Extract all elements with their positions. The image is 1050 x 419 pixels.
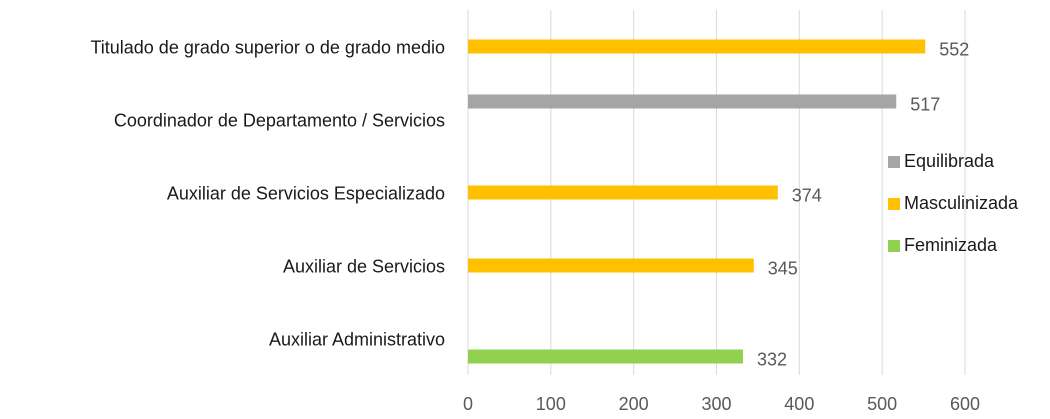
value-label: 552 bbox=[939, 39, 969, 59]
value-label: 345 bbox=[768, 258, 798, 278]
x-tick-label: 300 bbox=[701, 394, 731, 414]
bar bbox=[468, 185, 778, 200]
legend-swatch bbox=[888, 198, 900, 210]
bar bbox=[468, 39, 926, 54]
y-tick-label: Auxiliar Administrativo bbox=[269, 329, 445, 349]
legend-swatch bbox=[888, 240, 900, 252]
value-label: 374 bbox=[792, 185, 822, 205]
x-tick-label: 0 bbox=[463, 394, 473, 414]
bar bbox=[468, 349, 744, 364]
legend-label: Feminizada bbox=[904, 235, 998, 255]
x-tick-label: 500 bbox=[867, 394, 897, 414]
x-tick-label: 400 bbox=[784, 394, 814, 414]
x-tick-label: 200 bbox=[619, 394, 649, 414]
legend-swatch bbox=[888, 156, 900, 168]
y-tick-label: Titulado de grado superior o de grado me… bbox=[90, 37, 445, 57]
value-label: 332 bbox=[757, 349, 787, 369]
y-tick-label: Auxiliar de Servicios Especializado bbox=[167, 183, 445, 203]
x-tick-label: 600 bbox=[950, 394, 980, 414]
y-tick-label: Auxiliar de Servicios bbox=[283, 256, 445, 276]
y-tick-label: Coordinador de Departamento / Servicios bbox=[114, 110, 445, 130]
bar bbox=[468, 258, 754, 273]
x-tick-label: 100 bbox=[536, 394, 566, 414]
value-label: 517 bbox=[910, 94, 940, 114]
legend-label: Masculinizada bbox=[904, 193, 1019, 213]
legend-label: Equilibrada bbox=[904, 151, 995, 171]
bar bbox=[468, 94, 897, 109]
